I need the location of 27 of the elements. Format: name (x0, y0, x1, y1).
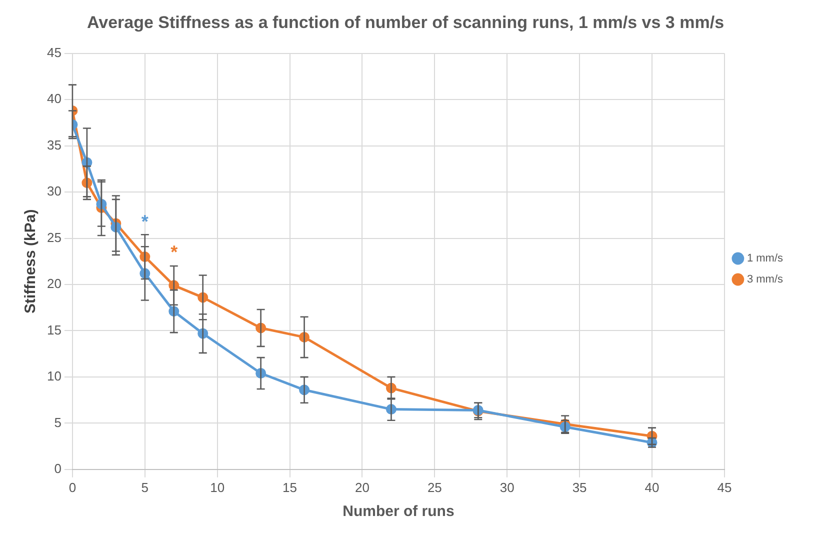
y-tick-label: 35 (46, 137, 62, 152)
x-tick-label: 25 (427, 480, 442, 495)
legend-label: 3 mm/s (746, 274, 784, 286)
y-axis-title: Stiffness (kPa) (22, 209, 40, 314)
x-tick-label: 10 (210, 480, 225, 495)
y-tick-label: 40 (46, 91, 62, 106)
x-tick-label: 45 (717, 480, 732, 495)
y-tick-label: 5 (54, 414, 62, 430)
annotation: * (170, 242, 178, 262)
x-tick-label: 15 (282, 480, 298, 495)
y-tick-label: 0 (54, 460, 62, 476)
x-tick-label: 40 (644, 480, 660, 495)
x-tick-label: 0 (68, 480, 76, 495)
x-tick-label: 30 (500, 480, 514, 495)
y-tick-label: 25 (46, 230, 62, 245)
x-axis-title: Number of runs (342, 503, 454, 520)
legend-label: 1 mm/s (746, 252, 784, 265)
y-tick-label: 15 (46, 322, 62, 338)
y-tick-label: 10 (46, 368, 62, 384)
annotation: * (141, 212, 148, 232)
y-tick-label: 30 (46, 184, 62, 199)
x-tick-label: 20 (354, 480, 370, 495)
chart-title: Average Stiffness as a function of number of scanning runs, 1 mm/s vs 3 mm/s (86, 12, 724, 32)
x-tick-label: 5 (141, 480, 149, 495)
y-tick-label: 20 (46, 276, 62, 292)
x-tick-label: 35 (572, 480, 587, 495)
y-tick-label: 45 (46, 44, 62, 60)
